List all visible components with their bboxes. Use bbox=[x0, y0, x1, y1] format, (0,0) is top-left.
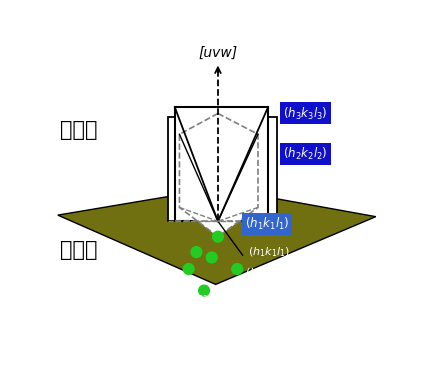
Circle shape bbox=[191, 247, 202, 258]
Text: $(h_3k_3l_3)$: $(h_3k_3l_3)$ bbox=[283, 106, 328, 122]
Polygon shape bbox=[175, 107, 268, 221]
Polygon shape bbox=[168, 117, 277, 221]
Text: $(h_2k_2l_2)$: $(h_2k_2l_2)$ bbox=[191, 291, 233, 305]
Circle shape bbox=[232, 264, 242, 274]
Text: $(h_2k_2l_2)$: $(h_2k_2l_2)$ bbox=[283, 146, 328, 162]
Polygon shape bbox=[179, 114, 258, 237]
Text: 正空间: 正空间 bbox=[60, 120, 98, 141]
Circle shape bbox=[206, 252, 217, 263]
Text: $(h_1k_1l_1)$: $(h_1k_1l_1)$ bbox=[248, 245, 290, 259]
Text: 倒空间: 倒空间 bbox=[60, 240, 98, 260]
Text: $(h_1k_1l_1)$: $(h_1k_1l_1)$ bbox=[245, 216, 289, 232]
Text: $(h_3k_3l_3)$: $(h_3k_3l_3)$ bbox=[245, 267, 287, 280]
Circle shape bbox=[183, 264, 194, 274]
Circle shape bbox=[212, 231, 223, 242]
Circle shape bbox=[199, 285, 209, 296]
Polygon shape bbox=[58, 188, 376, 285]
Text: [uvw]: [uvw] bbox=[198, 46, 237, 59]
